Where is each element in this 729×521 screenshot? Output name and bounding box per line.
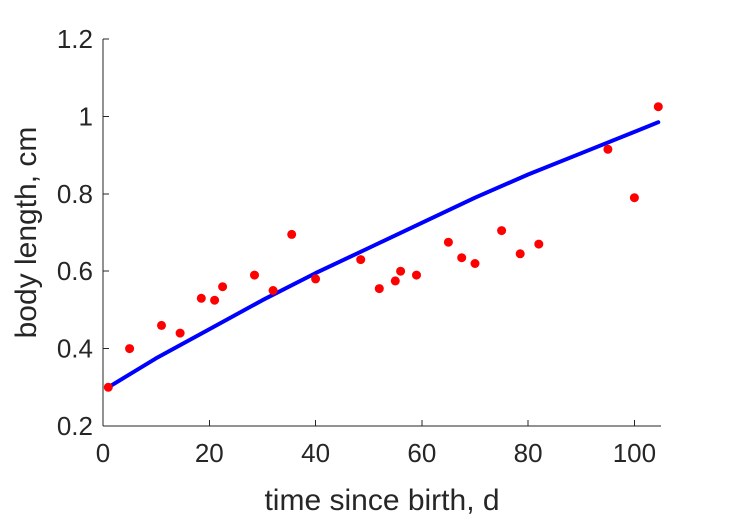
data-point	[356, 255, 366, 265]
data-point	[603, 144, 613, 154]
x-ticks: 0 20 40 60 80 100	[96, 420, 656, 468]
data-point	[534, 239, 544, 249]
data-point	[629, 193, 639, 203]
data-point	[218, 282, 228, 292]
data-point	[175, 328, 185, 338]
y-tick-label: 1	[79, 101, 93, 131]
data-point	[250, 270, 259, 280]
data-point	[653, 102, 663, 112]
y-tick-label: 1.2	[57, 24, 93, 54]
data-point	[443, 237, 453, 247]
data-point	[268, 286, 278, 295]
data-point	[311, 274, 321, 284]
data-point	[125, 344, 135, 354]
series-layer	[103, 102, 663, 392]
data-point	[210, 295, 220, 305]
data-point	[157, 320, 166, 330]
data-point	[497, 226, 507, 236]
data-point	[396, 266, 406, 276]
fit-curve	[106, 120, 661, 390]
data-point	[287, 229, 297, 239]
data-point	[196, 293, 206, 303]
x-tick-label: 100	[613, 438, 656, 468]
x-axis-title: time since birth, d	[264, 484, 499, 517]
data-point	[457, 253, 467, 263]
y-tick-label: 0.6	[57, 256, 93, 286]
x-tick-label: 40	[301, 438, 330, 468]
data-point	[515, 249, 525, 259]
y-ticks: 0.2 0.4 0.6 0.8 1 1.2	[57, 24, 109, 441]
data-point	[374, 284, 384, 294]
x-tick-label: 20	[195, 438, 224, 468]
y-axis-title: body length, cm	[10, 127, 43, 339]
data-point	[103, 382, 113, 392]
data-point	[412, 270, 421, 280]
x-tick-label: 80	[514, 438, 543, 468]
y-tick-label: 0.4	[57, 334, 93, 364]
plot-area: 0.2 0.4 0.6 0.8 1 1.2 0 20 40 60 80 100	[57, 24, 663, 468]
data-point	[470, 259, 480, 268]
data-point	[390, 276, 400, 286]
x-tick-label: 60	[407, 438, 436, 468]
y-tick-label: 0.8	[57, 179, 93, 209]
x-tick-label: 0	[96, 438, 110, 468]
y-tick-label: 0.2	[57, 411, 93, 441]
